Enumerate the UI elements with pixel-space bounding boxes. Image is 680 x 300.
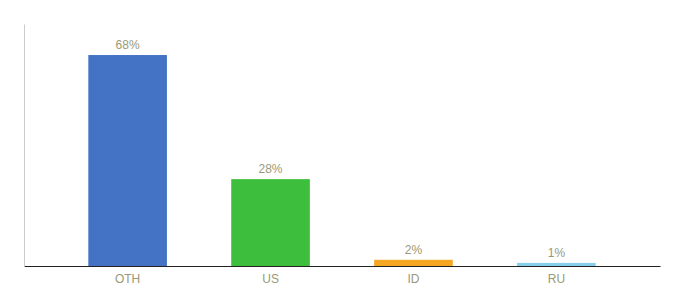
data-labels: 68% 28% 2% 1% [116, 38, 566, 260]
x-tick-label: RU [548, 272, 565, 286]
data-label: 2% [405, 243, 423, 257]
x-tick: RU [548, 272, 565, 286]
x-axis-line [25, 266, 661, 267]
y-axis [24, 25, 25, 267]
bar [88, 55, 167, 266]
data-label: 1% [548, 246, 566, 260]
chart: OTH US ID RU 68% 28% 2% 1% [0, 0, 680, 300]
y-axis-line [24, 25, 25, 267]
x-axis: OTH US ID RU [25, 267, 661, 286]
x-tick-label: ID [407, 272, 419, 286]
x-tick: US [262, 272, 279, 286]
x-tick: ID [407, 272, 419, 286]
bars [88, 55, 595, 266]
bar [374, 260, 453, 266]
bar [517, 263, 596, 266]
plot: OTH US ID RU 68% 28% 2% 1% [25, 25, 661, 286]
x-tick-label: OTH [115, 272, 140, 286]
data-label: 28% [259, 162, 283, 176]
x-tick: OTH [115, 272, 140, 286]
x-tick-label: US [262, 272, 279, 286]
bar [231, 179, 310, 266]
data-label: 68% [116, 38, 140, 52]
